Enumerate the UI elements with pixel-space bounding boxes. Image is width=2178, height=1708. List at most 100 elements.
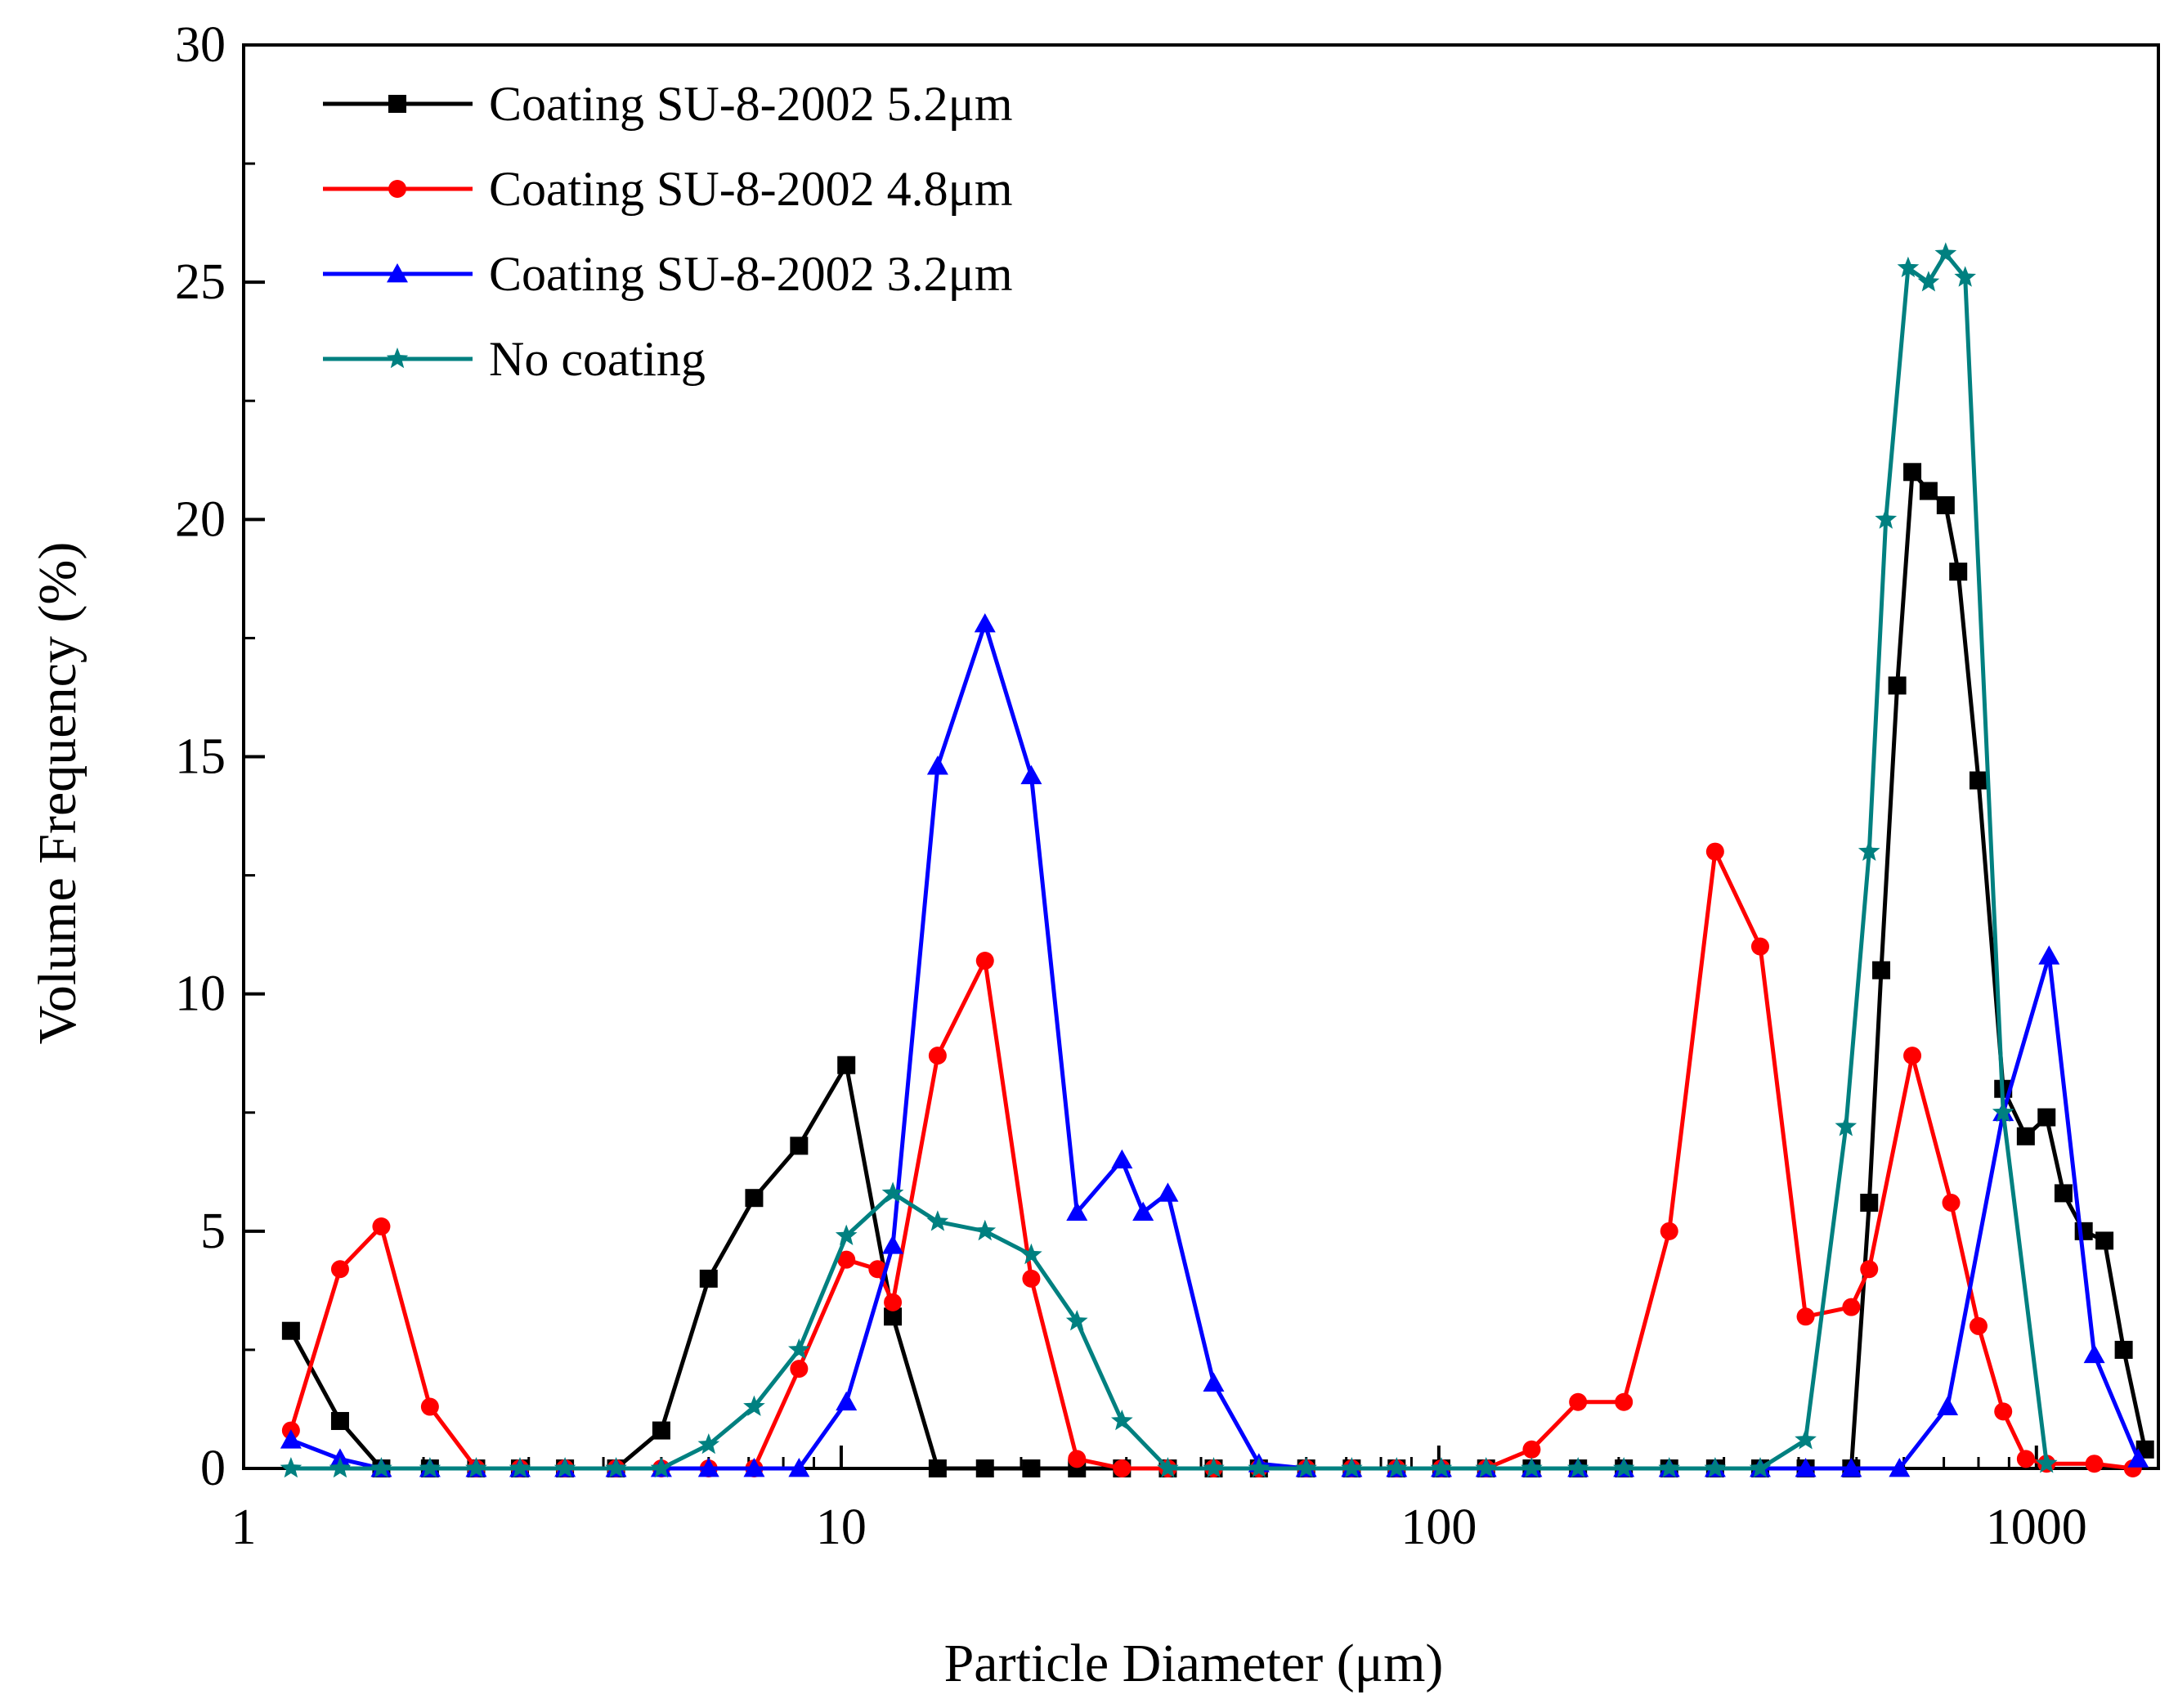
data-point <box>1705 842 1724 861</box>
data-point <box>1111 1410 1133 1431</box>
data-point <box>1157 1457 1179 1478</box>
data-point <box>1022 1459 1041 1477</box>
legend-marker <box>388 95 406 113</box>
data-point <box>330 1260 349 1279</box>
data-point <box>745 1189 764 1208</box>
data-point <box>697 1433 720 1455</box>
data-point <box>1969 771 1988 790</box>
data-point <box>1934 242 1957 263</box>
legend-item: Coating SU-8-2002 3.2μm <box>323 247 1013 301</box>
x-tick-label: 1 <box>231 1500 257 1555</box>
data-point <box>743 1395 765 1416</box>
data-point <box>1132 1201 1154 1222</box>
data-point <box>1954 266 1976 287</box>
data-point <box>1111 1149 1133 1169</box>
data-point <box>1113 1459 1132 1477</box>
data-point <box>788 1458 810 1477</box>
legend-label: No coating <box>489 332 706 386</box>
legend-marker <box>386 347 409 369</box>
data-point <box>419 1457 441 1478</box>
data-point <box>1917 271 1940 292</box>
data-point <box>1658 1457 1680 1478</box>
data-point <box>975 952 994 971</box>
data-point <box>420 1397 439 1416</box>
data-point <box>1888 676 1907 695</box>
data-point <box>1969 1316 1988 1335</box>
data-point <box>465 1457 487 1478</box>
data-point <box>2037 1108 2056 1127</box>
data-point <box>281 1321 300 1340</box>
data-point <box>1022 1269 1041 1288</box>
data-point <box>1992 1101 2014 1123</box>
series-4 <box>280 242 2058 1478</box>
data-point <box>1386 1457 1408 1478</box>
data-point <box>605 1457 627 1478</box>
data-point <box>1937 1396 1959 1415</box>
data-point <box>1919 482 1938 500</box>
data-point <box>926 755 948 775</box>
x-tick-label: 10 <box>816 1500 867 1555</box>
data-point <box>2038 945 2060 965</box>
data-point <box>1795 1428 1817 1450</box>
legend: Coating SU-8-2002 5.2μm Coating SU-8-2002… <box>323 77 1013 386</box>
data-point <box>1612 1457 1635 1478</box>
data-point <box>926 1210 949 1231</box>
data-point <box>743 1458 765 1477</box>
data-point <box>788 1338 810 1360</box>
data-point <box>2074 1222 2093 1240</box>
data-point <box>1750 937 1769 956</box>
data-point <box>2083 1343 2105 1364</box>
y-axis-title: Volume Frequency (%) <box>28 542 87 1045</box>
data-point <box>1065 1310 1088 1331</box>
y-tick-label: 15 <box>175 729 226 785</box>
series-line <box>290 251 2049 1471</box>
series-layer <box>280 242 2154 1478</box>
data-point <box>790 1360 809 1379</box>
data-point <box>884 1293 903 1311</box>
data-point <box>1020 764 1042 785</box>
data-point <box>280 1429 302 1449</box>
data-point <box>1704 1457 1727 1478</box>
data-point <box>881 1181 904 1203</box>
data-point <box>1566 1457 1589 1478</box>
data-point <box>1157 1182 1179 1202</box>
data-point <box>1875 508 1898 529</box>
series-line <box>289 469 2148 1471</box>
data-point <box>837 1250 856 1269</box>
data-point <box>1615 1392 1634 1411</box>
data-point <box>1569 1392 1588 1411</box>
data-point <box>2035 1452 2058 1473</box>
data-point <box>1840 1458 1862 1477</box>
data-point <box>1860 1260 1879 1279</box>
legend-label: Coating SU-8-2002 3.2μm <box>489 247 1013 301</box>
data-point <box>329 1457 352 1478</box>
legend-item: Coating SU-8-2002 4.8μm <box>323 162 1013 216</box>
y-tick-label: 10 <box>175 966 226 1022</box>
data-point <box>1936 495 1955 514</box>
data-point <box>1066 1201 1088 1222</box>
data-point <box>1521 1457 1543 1478</box>
data-point <box>1949 563 1968 581</box>
data-point <box>2114 1340 2133 1359</box>
data-point <box>330 1411 349 1430</box>
series-1 <box>281 463 2154 1477</box>
y-tick-label: 5 <box>200 1204 226 1259</box>
data-point <box>1889 1458 1911 1477</box>
legend-label: Coating SU-8-2002 4.8μm <box>489 162 1013 216</box>
data-point <box>928 1459 947 1477</box>
data-point <box>1858 840 1880 861</box>
data-point <box>2095 1231 2114 1250</box>
legend-marker <box>388 180 406 198</box>
data-point <box>1475 1457 1498 1478</box>
data-point <box>553 1457 576 1478</box>
legend-item: No coating <box>323 332 706 386</box>
series-3 <box>280 613 2149 1477</box>
x-tick-label: 100 <box>1400 1500 1477 1555</box>
data-point <box>1522 1440 1541 1459</box>
data-point <box>372 1217 391 1236</box>
data-point <box>974 1219 997 1241</box>
data-point <box>1203 1457 1225 1478</box>
data-point <box>837 1056 856 1074</box>
data-point <box>2085 1455 2104 1473</box>
